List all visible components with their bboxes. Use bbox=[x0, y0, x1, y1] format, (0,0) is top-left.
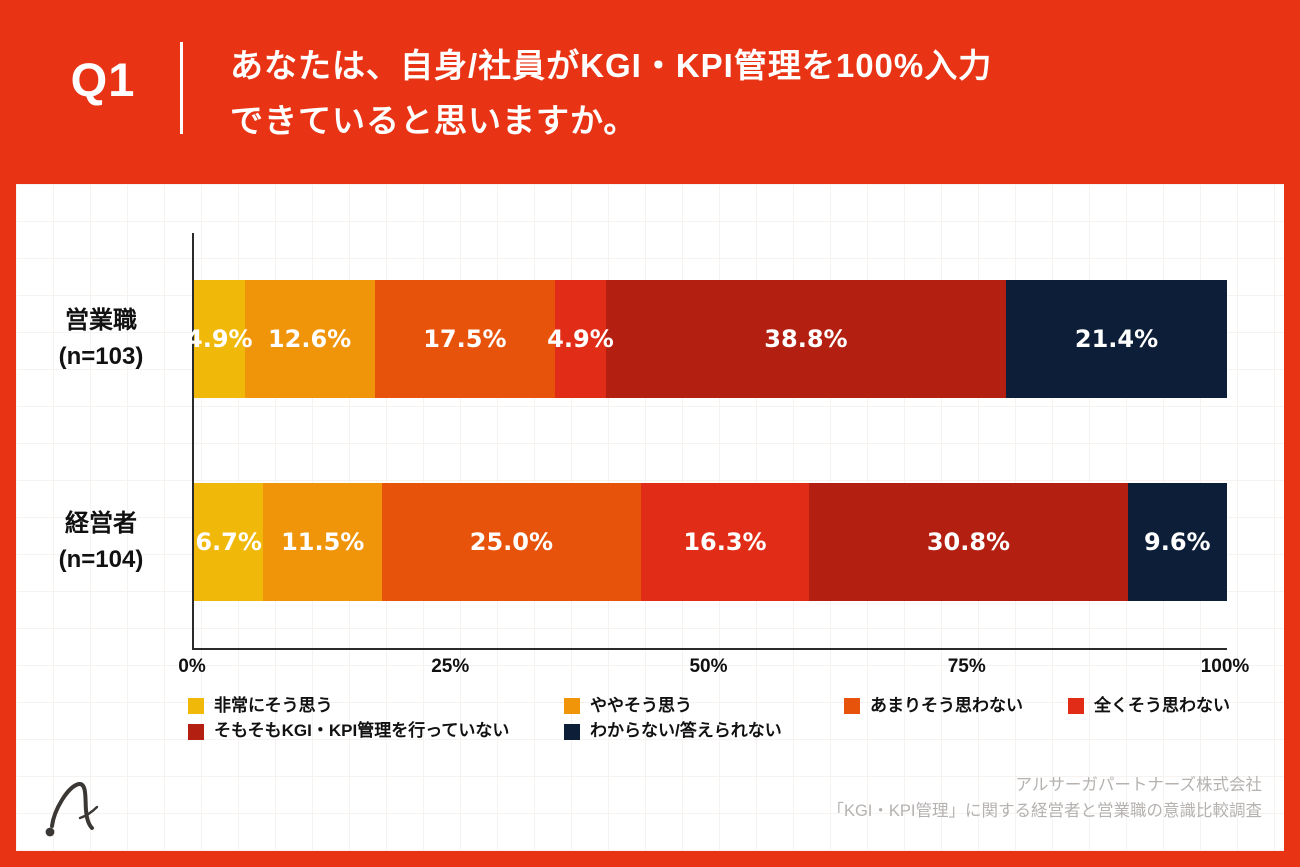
question-header: Q1 あなたは、自身/社員がKGI・KPI管理を100%入力 できていると思いま… bbox=[0, 0, 1300, 184]
legend-swatch bbox=[188, 723, 204, 740]
x-axis-tick: 75% bbox=[947, 656, 986, 677]
segment-value-label: 4.9% bbox=[186, 325, 253, 353]
legend-label: わからない/答えられない bbox=[590, 721, 782, 741]
segment-value-label: 38.8% bbox=[764, 325, 848, 353]
bar-row-0: 営業職 (n=103) 4.9% 12.6% 17.5% 4.9% 38.8% 21.4% bbox=[59, 280, 1227, 398]
category-n: (n=104) bbox=[58, 546, 144, 573]
legend-swatch bbox=[564, 723, 580, 740]
source-company: アルサーガパートナーズ株式会社 bbox=[1015, 776, 1262, 794]
legend-swatch bbox=[1068, 698, 1084, 715]
stacked-bar-plot: 営業職 (n=103) 4.9% 12.6% 17.5% 4.9% 38.8% 21.4% 経営… bbox=[59, 233, 1227, 650]
legend-label: 非常にそう思う bbox=[214, 696, 333, 715]
bar-segment: 25.0% bbox=[382, 483, 641, 601]
question-number: Q1 bbox=[70, 53, 136, 106]
legend-item: 全くそう思わない bbox=[1068, 696, 1258, 716]
source-survey-name: 「KGI・KPI管理」に関する経営者と営業職の意識比較調査 bbox=[827, 802, 1262, 821]
legend-label: そもそもKGI・KPI管理を行っていない bbox=[214, 721, 510, 741]
category-label: 営業職 (n=103) bbox=[18, 280, 184, 398]
bar-segment: 17.5% bbox=[374, 280, 556, 398]
x-axis-tick: 25% bbox=[431, 656, 470, 677]
bar-segment: 4.9% bbox=[186, 280, 253, 398]
bar-segment: 6.7% bbox=[194, 483, 264, 601]
segment-value-label: 16.3% bbox=[683, 528, 767, 556]
legend-label: ややそう思う bbox=[590, 696, 692, 715]
segment-value-label: 21.4% bbox=[1074, 325, 1159, 353]
question-title: あなたは、自身/社員がKGI・KPI管理を100%入力 できていると思いますか。 bbox=[230, 38, 992, 149]
legend-swatch bbox=[564, 698, 580, 715]
segment-value-label: 12.6% bbox=[267, 325, 352, 353]
legend-item: あまりそう思わない bbox=[844, 696, 1068, 716]
category-name: 経営者 bbox=[65, 510, 137, 537]
bar-segment: 21.4% bbox=[1006, 280, 1227, 398]
bar-segment: 9.6% bbox=[1127, 483, 1227, 601]
category-n: (n=103) bbox=[58, 343, 144, 370]
bar-row-1: 経営者 (n=104) 6.7% 11.5% 25.0% 16.3% 30.8% 9.6% bbox=[59, 483, 1227, 601]
segment-value-label: 4.9% bbox=[547, 325, 614, 353]
header-divider bbox=[180, 42, 183, 134]
arsaga-logo-icon bbox=[45, 782, 99, 837]
legend-label: あまりそう思わない bbox=[870, 696, 1023, 715]
bar-segment: 12.6% bbox=[244, 280, 375, 398]
x-axis-tick: 50% bbox=[689, 656, 728, 677]
question-title-line2: できていると思いますか。 bbox=[230, 102, 638, 140]
legend-item: 非常にそう思う bbox=[188, 696, 564, 716]
legend-item: ややそう思う bbox=[564, 696, 844, 716]
segment-value-label: 9.6% bbox=[1144, 528, 1211, 556]
legend-item: そもそもKGI・KPI管理を行っていない bbox=[188, 721, 564, 741]
bar-segment: 30.8% bbox=[809, 483, 1128, 601]
chart-legend: 非常にそう思う ややそう思う あまりそう思わない 全くそう思わないそもそもKGI・KP… bbox=[188, 696, 1258, 742]
x-axis-tick: 100% bbox=[1200, 656, 1250, 677]
question-title-line1: あなたは、自身/社員がKGI・KPI管理を100%入力 bbox=[230, 47, 993, 84]
segment-value-label: 17.5% bbox=[423, 325, 507, 353]
chart-card: 営業職 (n=103) 4.9% 12.6% 17.5% 4.9% 38.8% 21.4% 経営… bbox=[16, 184, 1284, 851]
legend-swatch bbox=[844, 698, 860, 715]
segment-value-label: 30.8% bbox=[926, 528, 1011, 556]
x-axis-tick: 0% bbox=[178, 656, 206, 677]
bar-segment: 4.9% bbox=[547, 280, 614, 398]
category-name: 営業職 bbox=[65, 307, 137, 334]
category-label: 経営者 (n=104) bbox=[18, 483, 184, 601]
source-attribution: アルサーガパートナーズ株式会社 「KGI・KPI管理」に関する経営者と営業職の意… bbox=[827, 772, 1262, 825]
bar-segment: 16.3% bbox=[640, 483, 810, 601]
legend-swatch bbox=[188, 698, 204, 715]
segment-value-label: 11.5% bbox=[281, 528, 365, 556]
bar-segment: 38.8% bbox=[605, 280, 1007, 398]
segment-value-label: 6.7% bbox=[195, 528, 262, 556]
legend-item: わからない/答えられない bbox=[564, 721, 844, 741]
legend-label: 全くそう思わない bbox=[1094, 696, 1230, 715]
bar-segment: 11.5% bbox=[263, 483, 383, 601]
segment-value-label: 25.0% bbox=[469, 528, 554, 556]
